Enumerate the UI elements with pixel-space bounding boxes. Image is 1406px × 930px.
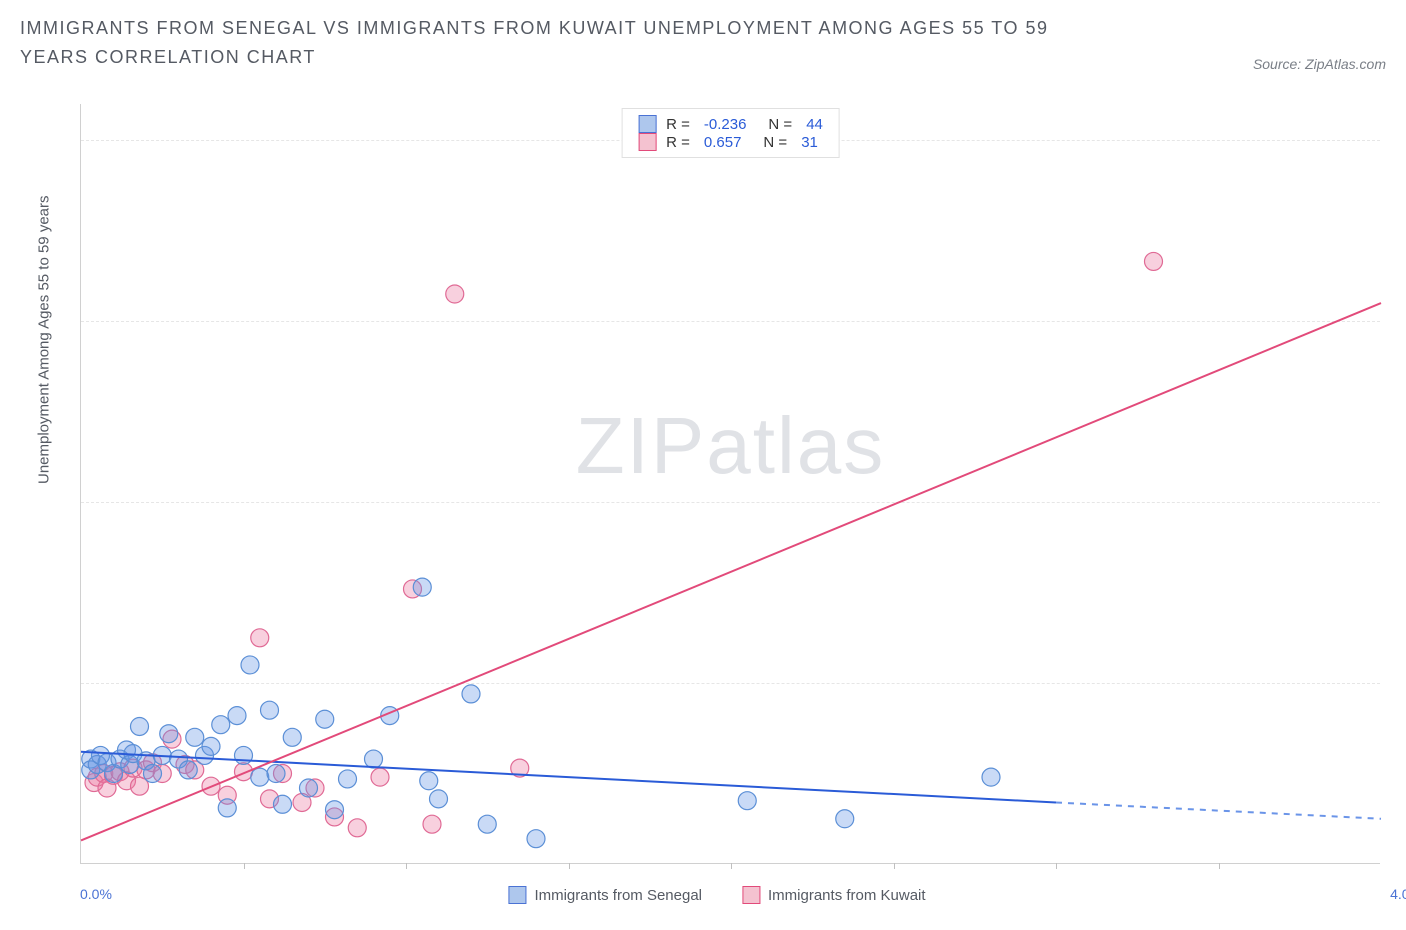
legend-stat-row: R = 0.657 N = 31 bbox=[638, 133, 823, 151]
data-point bbox=[218, 799, 236, 817]
x-tick bbox=[1056, 863, 1057, 869]
chart-container: Unemployment Among Ages 55 to 59 years Z… bbox=[52, 104, 1382, 884]
legend-swatch bbox=[508, 886, 526, 904]
data-point bbox=[478, 815, 496, 833]
data-point bbox=[413, 578, 431, 596]
data-point bbox=[371, 768, 389, 786]
data-point bbox=[300, 779, 318, 797]
data-point bbox=[462, 685, 480, 703]
data-point bbox=[186, 728, 204, 746]
plot-area: ZIPatlas 10.0%20.0%30.0%40.0% R = -0.236… bbox=[80, 104, 1380, 864]
data-point bbox=[420, 772, 438, 790]
data-point bbox=[261, 701, 279, 719]
regression-line bbox=[81, 303, 1381, 840]
regression-line bbox=[1056, 802, 1381, 818]
x-tick bbox=[1219, 863, 1220, 869]
x-axis-max-label: 4.0% bbox=[1390, 886, 1406, 902]
chart-title: IMMIGRANTS FROM SENEGAL VS IMMIGRANTS FR… bbox=[20, 14, 1120, 72]
data-point bbox=[348, 819, 366, 837]
data-point bbox=[212, 716, 230, 734]
legend-swatch bbox=[638, 133, 656, 151]
x-tick bbox=[731, 863, 732, 869]
data-point bbox=[283, 728, 301, 746]
data-point bbox=[326, 801, 344, 819]
x-tick bbox=[894, 863, 895, 869]
data-point bbox=[423, 815, 441, 833]
data-point bbox=[274, 795, 292, 813]
data-point bbox=[251, 768, 269, 786]
data-point bbox=[267, 765, 285, 783]
data-point bbox=[235, 746, 253, 764]
data-point bbox=[202, 737, 220, 755]
data-point bbox=[982, 768, 1000, 786]
data-point bbox=[836, 810, 854, 828]
scatter-plot-svg bbox=[81, 104, 1380, 863]
data-point bbox=[228, 707, 246, 725]
x-axis-min-label: 0.0% bbox=[80, 886, 112, 902]
legend-swatch bbox=[742, 886, 760, 904]
legend-item: Immigrants from Kuwait bbox=[742, 886, 926, 904]
data-point bbox=[446, 285, 464, 303]
x-tick bbox=[569, 863, 570, 869]
data-point bbox=[144, 765, 162, 783]
data-point bbox=[1145, 252, 1163, 270]
data-point bbox=[430, 790, 448, 808]
data-point bbox=[316, 710, 334, 728]
data-point bbox=[160, 725, 178, 743]
data-point bbox=[179, 761, 197, 779]
y-axis-title: Unemployment Among Ages 55 to 59 years bbox=[36, 195, 53, 484]
data-point bbox=[738, 792, 756, 810]
legend-swatch bbox=[638, 115, 656, 133]
correlation-legend: R = -0.236 N = 44 R = 0.657 N = 31 bbox=[621, 108, 840, 158]
data-point bbox=[527, 830, 545, 848]
source-attribution: Source: ZipAtlas.com bbox=[1253, 56, 1386, 72]
x-tick bbox=[244, 863, 245, 869]
data-point bbox=[241, 656, 259, 674]
data-point bbox=[365, 750, 383, 768]
series-legend: Immigrants from Senegal Immigrants from … bbox=[508, 886, 925, 904]
data-point bbox=[131, 717, 149, 735]
legend-stat-row: R = -0.236 N = 44 bbox=[638, 115, 823, 133]
legend-item: Immigrants from Senegal bbox=[508, 886, 702, 904]
data-point bbox=[251, 629, 269, 647]
data-point bbox=[339, 770, 357, 788]
x-tick bbox=[406, 863, 407, 869]
